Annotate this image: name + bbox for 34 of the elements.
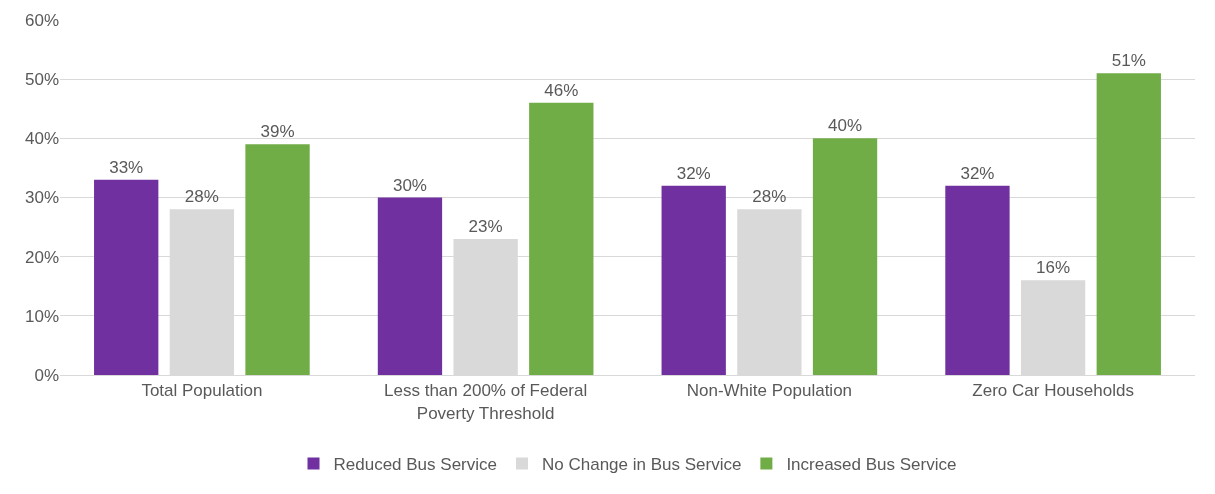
- legend-label: Reduced Bus Service: [333, 455, 497, 475]
- data-label: 28%: [184, 187, 219, 207]
- bar: [945, 185, 1010, 375]
- legend-label: Increased Bus Service: [786, 455, 957, 475]
- data-label: 23%: [468, 216, 503, 236]
- bar: [812, 138, 878, 375]
- bar: [377, 197, 443, 375]
- x-tick-label: Less than 200% of Federal Poverty Threshold: [384, 381, 588, 423]
- data-label: 32%: [676, 163, 711, 183]
- y-tick-label: 0%: [34, 365, 59, 385]
- data-label: 28%: [752, 187, 787, 207]
- data-label: 33%: [109, 157, 144, 177]
- x-tick-label: Non-White Population: [686, 381, 853, 401]
- y-tick-label: 40%: [24, 129, 59, 149]
- data-label: 32%: [960, 163, 995, 183]
- data-label: 39%: [260, 122, 295, 142]
- data-label: 16%: [1036, 258, 1071, 278]
- data-label: 51%: [1111, 51, 1146, 71]
- bar: [245, 144, 310, 375]
- y-tick-label: 30%: [24, 188, 59, 208]
- data-label: 30%: [392, 175, 427, 195]
- bar: [1096, 73, 1161, 375]
- data-label: 40%: [828, 116, 863, 136]
- bar: [661, 185, 726, 375]
- legend-label: No Change in Bus Service: [541, 455, 742, 475]
- y-tick-label: 10%: [24, 306, 59, 326]
- bar: [529, 102, 594, 375]
- x-tick-label: Zero Car Households: [972, 381, 1134, 401]
- y-tick-label: 50%: [24, 70, 59, 90]
- x-tick-label: Total Population: [141, 381, 263, 401]
- bar: [94, 179, 159, 375]
- y-tick-label: 20%: [24, 247, 59, 267]
- y-tick-label: 60%: [24, 10, 59, 30]
- data-label: 46%: [544, 80, 579, 100]
